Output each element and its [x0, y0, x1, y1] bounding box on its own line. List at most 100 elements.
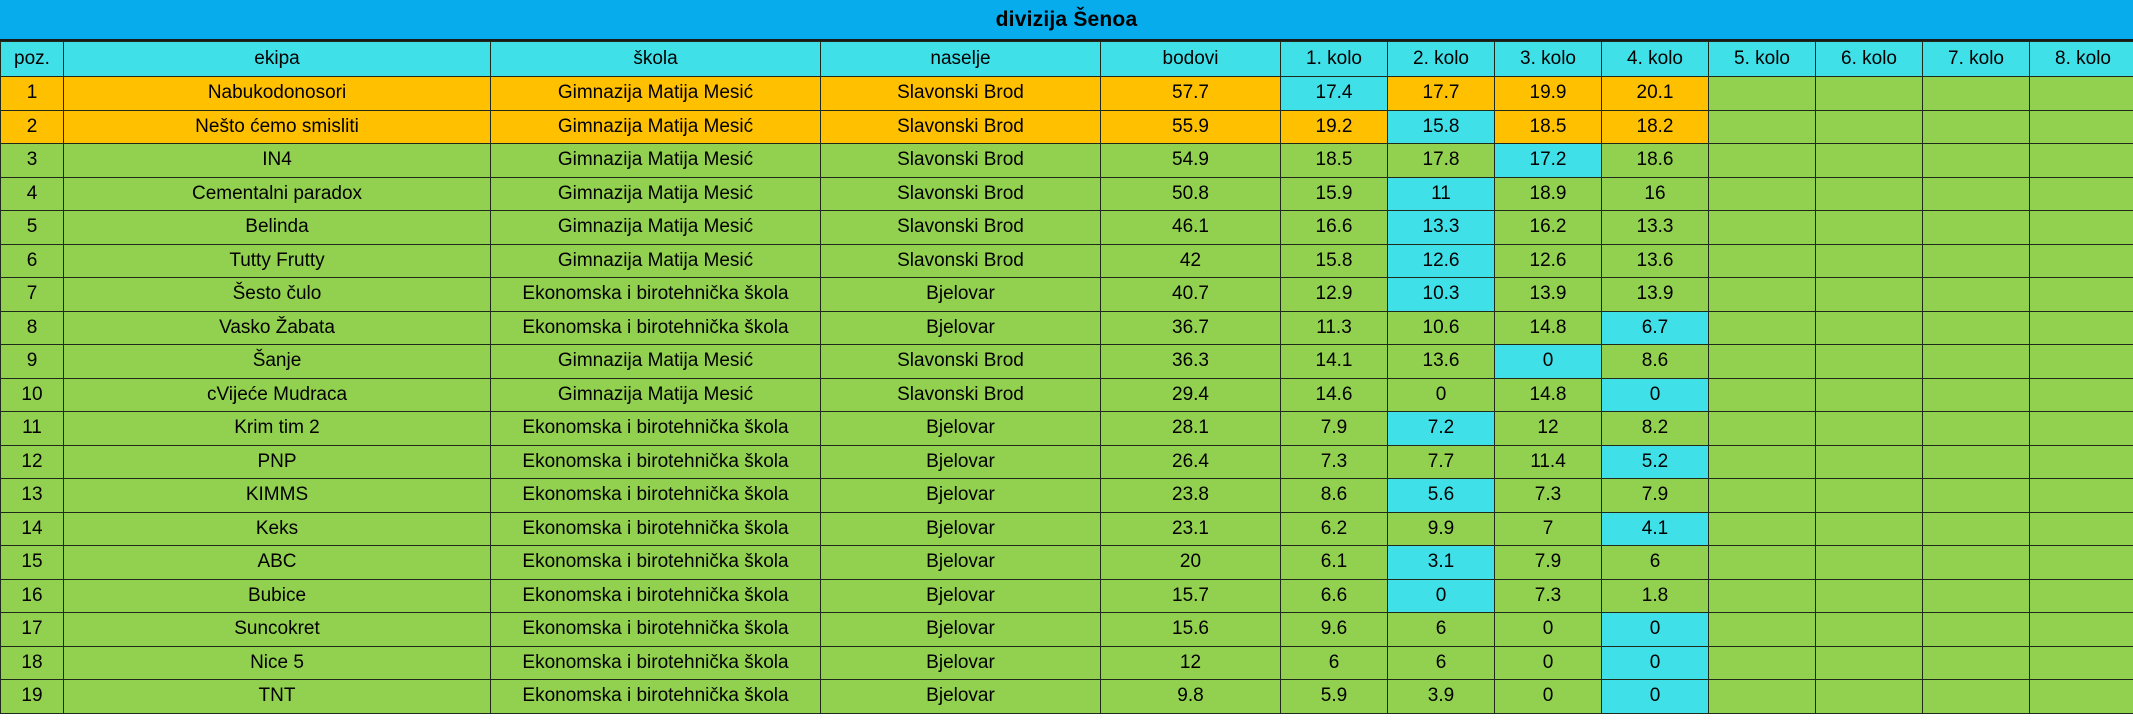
cell-round-5-score: [1708, 143, 1816, 178]
table-row[interactable]: 18 Nice 5 Ekonomska i birotehnička škola Bj…: [0, 645, 2133, 680]
column-header-kolo8[interactable]: 8. kolo: [2029, 41, 2133, 77]
cell-round-1-score: 15.8: [1280, 243, 1388, 278]
table-row[interactable]: 12 PNP Ekonomska i birotehnička škola Bjelo…: [0, 444, 2133, 479]
column-header-bodovi[interactable]: bodovi: [1100, 41, 1281, 77]
cell-position: 17: [0, 612, 64, 647]
table-row[interactable]: 2 Nešto ćemo smisliti Gimnazija Matija Mes…: [0, 109, 2133, 144]
cell-town: Bjelovar: [820, 511, 1101, 546]
cell-round-4-score: 18.6: [1601, 143, 1709, 178]
table-row[interactable]: 16 Bubice Ekonomska i birotehnička škola Bj…: [0, 578, 2133, 613]
cell-position: 9: [0, 344, 64, 379]
cell-team-name: Nabukodonosori: [63, 76, 491, 111]
table-row[interactable]: 17 Suncokret Ekonomska i birotehnička škol…: [0, 612, 2133, 647]
cell-round-4-score: 13.3: [1601, 210, 1709, 245]
cell-round-6-score: [1815, 210, 1923, 245]
cell-round-6-score: [1815, 444, 1923, 479]
cell-town: Bjelovar: [820, 545, 1101, 580]
column-header-kolo6[interactable]: 6. kolo: [1815, 41, 1923, 77]
column-header-naselje[interactable]: naselje: [820, 41, 1101, 77]
table-row[interactable]: 11 Krim tim 2 Ekonomska i birotehnička ško…: [0, 411, 2133, 446]
column-header-kolo3[interactable]: 3. kolo: [1494, 41, 1602, 77]
cell-team-name: IN4: [63, 143, 491, 178]
cell-round-7-score: [1922, 411, 2030, 446]
cell-round-5-score: [1708, 545, 1816, 580]
cell-round-4-score: 20.1: [1601, 76, 1709, 111]
cell-round-5-score: [1708, 176, 1816, 211]
table-row[interactable]: 10 cVijeće Mudraca Gimnazija Matija Mesić S…: [0, 377, 2133, 412]
cell-round-7-score: [1922, 109, 2030, 144]
cell-round-6-score: [1815, 645, 1923, 680]
cell-round-2-score: 15.8: [1387, 109, 1495, 144]
cell-total-points: 23.8: [1100, 478, 1281, 513]
cell-round-7-score: [1922, 612, 2030, 647]
cell-round-1-score: 15.9: [1280, 176, 1388, 211]
cell-team-name: Vasko Žabata: [63, 310, 491, 345]
cell-team-name: Bubice: [63, 578, 491, 613]
cell-round-8-score: [2029, 578, 2133, 613]
cell-round-6-score: [1815, 578, 1923, 613]
cell-team-name: Krim tim 2: [63, 411, 491, 446]
cell-town: Slavonski Brod: [820, 76, 1101, 111]
table-row[interactable]: 9 Šanje Gimnazija Matija Mesić Slavonski Br…: [0, 344, 2133, 379]
column-header-kolo2[interactable]: 2. kolo: [1387, 41, 1495, 77]
table-row[interactable]: 8 Vasko Žabata Ekonomska i birotehnička šk…: [0, 310, 2133, 345]
column-header-poz[interactable]: poz.: [0, 41, 64, 77]
cell-total-points: 12: [1100, 645, 1281, 680]
cell-round-3-score: 12: [1494, 411, 1602, 446]
table-row[interactable]: 13 KIMMS Ekonomska i birotehnička škola Bje…: [0, 478, 2133, 513]
table-row[interactable]: 14 Keks Ekonomska i birotehnička škola Bjel…: [0, 511, 2133, 546]
table-row[interactable]: 5 Belinda Gimnazija Matija Mesić Slavonski …: [0, 210, 2133, 245]
cell-round-7-score: [1922, 578, 2030, 613]
cell-round-7-score: [1922, 143, 2030, 178]
cell-round-4-score: 0: [1601, 679, 1709, 714]
cell-school: Gimnazija Matija Mesić: [490, 176, 821, 211]
cell-total-points: 29.4: [1100, 377, 1281, 412]
cell-round-8-score: [2029, 344, 2133, 379]
cell-total-points: 55.9: [1100, 109, 1281, 144]
cell-position: 13: [0, 478, 64, 513]
cell-round-7-score: [1922, 210, 2030, 245]
table-row[interactable]: 15 ABC Ekonomska i birotehnička škola Bjelo…: [0, 545, 2133, 580]
cell-round-4-score: 8.6: [1601, 344, 1709, 379]
table-row[interactable]: 1 Nabukodonosori Gimnazija Matija Mesić Sla…: [0, 76, 2133, 111]
cell-town: Bjelovar: [820, 612, 1101, 647]
table-row[interactable]: 3 IN4 Gimnazija Matija Mesić Slavonski Brod…: [0, 143, 2133, 178]
cell-town: Bjelovar: [820, 310, 1101, 345]
column-header-kolo5[interactable]: 5. kolo: [1708, 41, 1816, 77]
cell-round-7-score: [1922, 545, 2030, 580]
cell-round-2-score: 17.8: [1387, 143, 1495, 178]
column-header-kolo7[interactable]: 7. kolo: [1922, 41, 2030, 77]
cell-school: Gimnazija Matija Mesić: [490, 109, 821, 144]
cell-round-5-score: [1708, 344, 1816, 379]
cell-total-points: 15.7: [1100, 578, 1281, 613]
table-row[interactable]: 19 TNT Ekonomska i birotehnička škola Bjelo…: [0, 679, 2133, 714]
cell-round-6-score: [1815, 176, 1923, 211]
cell-round-6-score: [1815, 76, 1923, 111]
cell-round-8-score: [2029, 277, 2133, 312]
column-header-kolo1[interactable]: 1. kolo: [1280, 41, 1388, 77]
cell-round-2-score: 9.9: [1387, 511, 1495, 546]
table-row[interactable]: 7 Šesto čulo Ekonomska i birotehnička škol…: [0, 277, 2133, 312]
division-title-bar: divizija Šenoa: [0, 0, 2133, 41]
cell-round-5-score: [1708, 478, 1816, 513]
cell-round-6-score: [1815, 243, 1923, 278]
cell-round-2-score: 6: [1387, 645, 1495, 680]
table-row[interactable]: 6 Tutty Frutty Gimnazija Matija Mesić Slavo…: [0, 243, 2133, 278]
cell-town: Slavonski Brod: [820, 243, 1101, 278]
cell-round-2-score: 3.9: [1387, 679, 1495, 714]
cell-total-points: 36.3: [1100, 344, 1281, 379]
column-header-ekipa[interactable]: ekipa: [63, 41, 491, 77]
cell-round-8-score: [2029, 411, 2133, 446]
cell-town: Slavonski Brod: [820, 143, 1101, 178]
cell-town: Bjelovar: [820, 478, 1101, 513]
cell-team-name: cVijeće Mudraca: [63, 377, 491, 412]
cell-round-3-score: 14.8: [1494, 310, 1602, 345]
table-row[interactable]: 4 Cementalni paradox Gimnazija Matija Mesi…: [0, 176, 2133, 211]
column-header-skola[interactable]: škola: [490, 41, 821, 77]
cell-school: Gimnazija Matija Mesić: [490, 143, 821, 178]
column-header-kolo4[interactable]: 4. kolo: [1601, 41, 1709, 77]
cell-round-3-score: 0: [1494, 612, 1602, 647]
cell-round-4-score: 4.1: [1601, 511, 1709, 546]
cell-team-name: KIMMS: [63, 478, 491, 513]
cell-school: Gimnazija Matija Mesić: [490, 76, 821, 111]
